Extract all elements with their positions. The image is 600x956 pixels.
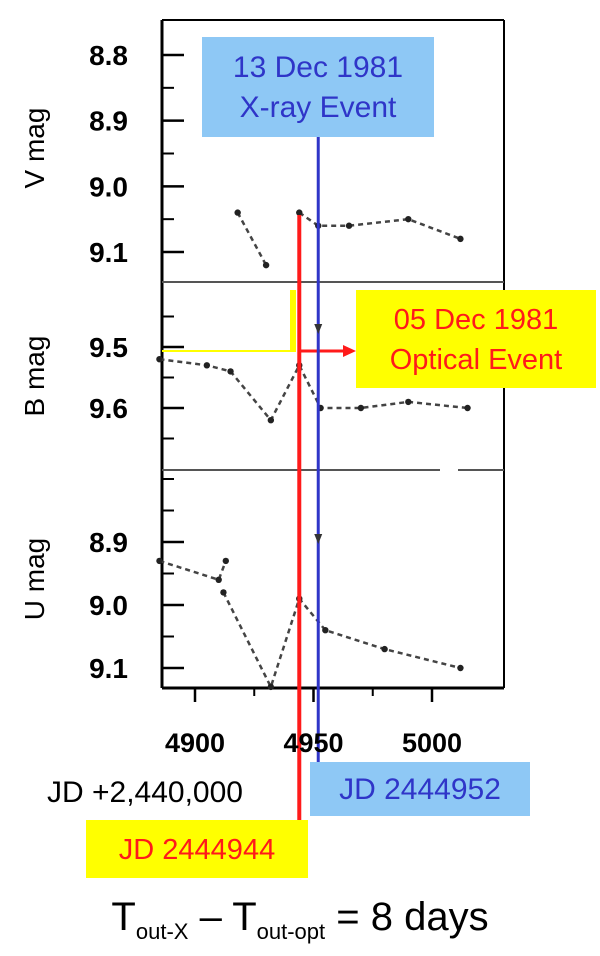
y-tick-label-u-0: 8.9 [89,527,128,558]
y-tick-label-v-0: 8.8 [89,40,128,71]
point-v-1-4 [457,235,464,243]
point-b-0-6 [357,404,365,412]
point-u-1-0 [220,589,227,596]
xray-marker-1 [314,534,323,544]
time-difference-equation: Tout-X – Tout-opt = 8 days [0,895,600,945]
point-u-0-1 [215,576,222,583]
xray-label-line-0: 13 Dec 1981 [233,51,403,84]
point-v-0-1 [262,261,270,269]
point-b-0-8 [464,404,471,412]
x-axis-label: JD +2,440,000 [47,776,243,809]
label-layer: 4900 4950 5000 JD +2,440,000 8.8 8.9 9.0 9.1 V m… [19,37,596,878]
optical-label-line-1: Optical Event [390,344,562,376]
xray-jd-label-box [310,762,530,816]
equation-rest: = 8 days [325,895,489,939]
xray-label-box [202,37,434,137]
series-u-1 [222,591,461,691]
xray-label-line-1: X-ray Event [240,91,397,124]
series-u-0 [159,559,227,582]
point-b-0-2 [227,368,234,375]
y-tick-label-u-2: 9.1 [89,653,128,684]
point-u-1-5 [457,664,464,672]
point-b-0-3 [267,417,275,424]
series-b-0 [159,357,468,423]
x-tick-label-0: 4900 [165,728,225,758]
equation-t1: T [111,895,136,939]
y-tick-label-b-1: 9.6 [89,393,128,424]
equation-sub-opt: out-opt [256,919,326,944]
point-b-0-1 [203,362,211,369]
point-b-0-0 [156,356,163,363]
xray-marker-0 [314,324,323,334]
point-b-0-7 [405,398,412,406]
y-tick-label-v-3: 9.1 [89,237,128,268]
point-v-1-3 [405,215,412,223]
point-v-1-0 [296,209,303,216]
y-axis-label-u: U mag [19,538,50,620]
xray-jd-label-line-0: JD 2444952 [339,773,501,806]
equation-sub-x: out-X [135,919,189,944]
y-tick-label-b-0: 9.5 [89,332,128,363]
y-tick-label-u-1: 9.0 [89,590,128,621]
point-u-1-4 [381,645,388,653]
y-tick-label-v-2: 9.0 [89,171,128,202]
x-tick-label-2: 5000 [402,728,462,758]
series-v-0 [236,212,268,266]
equation-t2: T [232,895,257,939]
data-layer [156,209,471,691]
event-layer [162,135,356,825]
series-v-1 [298,211,461,241]
optical-jd-label-box [86,820,308,878]
optical-arrow-head [343,345,356,357]
y-axis-label-b: B mag [19,336,50,417]
optical-label-line-0: 05 Dec 1981 [394,304,558,336]
point-v-0-0 [234,209,241,216]
point-u-0-0 [156,557,163,565]
point-u-1-3 [322,627,329,634]
optical-jd-label-line-0: JD 2444944 [119,834,275,866]
equation-minus: – [188,895,233,939]
optical-marker-highlight [290,290,296,352]
y-axis-label-v: V mag [19,108,50,189]
point-v-1-2 [345,222,353,229]
x-tick-label-1: 4950 [283,728,343,758]
point-u-1-1 [267,683,275,691]
optical-label-box [356,290,596,388]
point-u-0-2 [222,557,230,565]
y-tick-label-v-1: 8.9 [89,106,128,137]
